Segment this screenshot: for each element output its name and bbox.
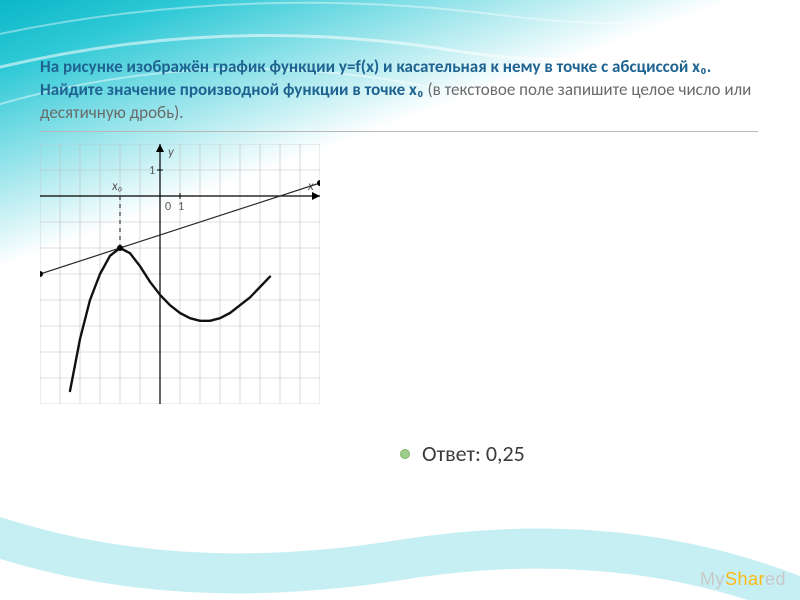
watermark-prefix: My xyxy=(700,569,725,589)
answer-bullet-icon xyxy=(400,449,410,459)
svg-text:0: 0 xyxy=(165,200,171,214)
svg-text:x₀: x₀ xyxy=(111,179,123,194)
answer-text: Ответ: 0,25 xyxy=(422,440,525,467)
problem-title: На рисунке изображён график функции y=f(… xyxy=(40,56,760,125)
watermark-highlight: Shar xyxy=(725,569,765,589)
watermark: MyShared xyxy=(700,569,786,590)
function-graph: yx011x₀ xyxy=(40,144,320,404)
svg-text:y: y xyxy=(168,145,175,160)
title-underline xyxy=(40,131,758,132)
watermark-suffix: ed xyxy=(765,569,786,589)
svg-text:1: 1 xyxy=(149,164,155,178)
answer-block: Ответ: 0,25 xyxy=(400,440,525,467)
svg-text:1: 1 xyxy=(178,200,184,214)
